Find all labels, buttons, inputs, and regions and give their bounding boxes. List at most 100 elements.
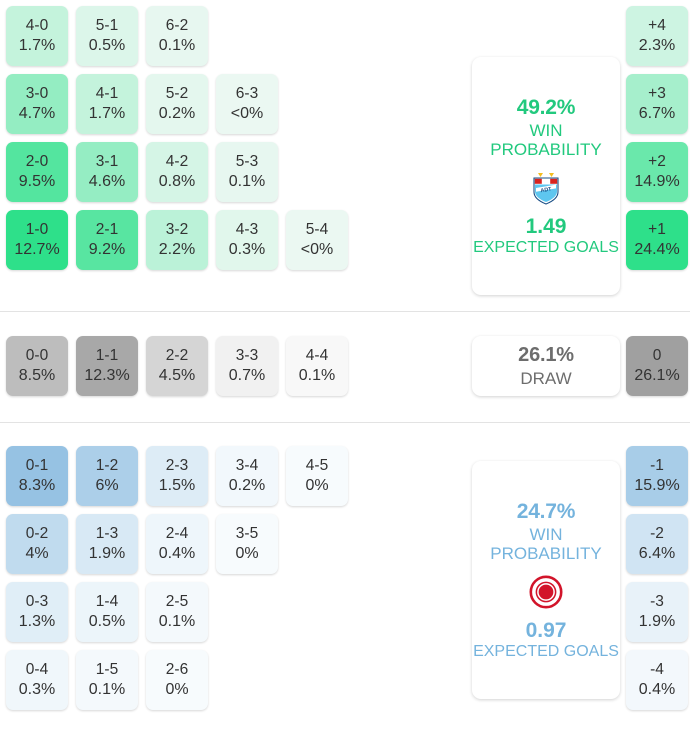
- scoreline-cell[interactable]: 0-0 8.5%: [6, 336, 68, 396]
- scoreline-cell[interactable]: 0-1 8.3%: [6, 446, 68, 506]
- goal-margin-cell[interactable]: -1 15.9%: [626, 446, 688, 506]
- probability-value: 0.5%: [88, 36, 126, 54]
- scoreline-cell[interactable]: 6-2 0.1%: [146, 6, 208, 66]
- scoreline-cell[interactable]: 4-5 0%: [286, 446, 348, 506]
- draw-probability-value: 26.1%: [518, 343, 574, 366]
- home-win-probability-value: 49.2%: [516, 95, 576, 119]
- scoreline-cell[interactable]: 2-1 9.2%: [76, 210, 138, 270]
- goal-margin-label: +2: [648, 152, 666, 170]
- probability-value: 8.3%: [18, 476, 56, 494]
- scoreline-cell[interactable]: 0-2 4%: [6, 514, 68, 574]
- goal-margin-label: -1: [650, 456, 664, 474]
- away-win-probability-label: WIN PROBABILITY: [490, 524, 602, 563]
- scoreline-cell[interactable]: 3-4 0.2%: [216, 446, 278, 506]
- probability-value: 1.5%: [158, 476, 196, 494]
- scoreline-cell[interactable]: 4-1 1.7%: [76, 74, 138, 134]
- scoreline-label: 2-6: [165, 660, 189, 678]
- scoreline-label: 0-3: [25, 592, 49, 610]
- scoreline-label: 1-4: [95, 592, 119, 610]
- scoreline-label: 1-0: [25, 220, 49, 238]
- goal-margin-label: +3: [648, 84, 666, 102]
- home-win-probability-card[interactable]: 49.2% WIN PROBABILITY ADT 1.49 EXPECTED …: [472, 57, 620, 295]
- scoreline-cell[interactable]: 5-1 0.5%: [76, 6, 138, 66]
- draw-probability-card[interactable]: 26.1% DRAW: [472, 336, 620, 396]
- scoreline-cell[interactable]: 4-2 0.8%: [146, 142, 208, 202]
- probability-value: 0.7%: [228, 366, 266, 384]
- scoreline-cell[interactable]: 1-0 12.7%: [6, 210, 68, 270]
- goal-margin-label: -2: [650, 524, 664, 542]
- scoreline-cell[interactable]: 6-3 <0%: [216, 74, 278, 134]
- goal-margin-cell[interactable]: 0 26.1%: [626, 336, 688, 396]
- probability-value: 0.3%: [228, 240, 266, 258]
- scoreline-label: 4-3: [235, 220, 259, 238]
- goal-margin-probability: 0.4%: [638, 680, 676, 698]
- probability-value: 1.7%: [18, 36, 56, 54]
- scoreline-cell[interactable]: 2-5 0.1%: [146, 582, 208, 642]
- scoreline-cell[interactable]: 1-1 12.3%: [76, 336, 138, 396]
- goal-margin-probability: 24.4%: [634, 240, 680, 258]
- home-expected-goals-value: 1.49: [525, 214, 567, 238]
- scoreline-label: 2-4: [165, 524, 189, 542]
- scoreline-cell[interactable]: 2-0 9.5%: [6, 142, 68, 202]
- probability-value: 0%: [305, 476, 329, 494]
- scoreline-cell[interactable]: 5-4 <0%: [286, 210, 348, 270]
- probability-value: 0.2%: [228, 476, 266, 494]
- scoreline-label: 4-4: [305, 346, 329, 364]
- probability-value: 4%: [25, 544, 49, 562]
- away-team-badge: G: [529, 572, 563, 612]
- goal-margin-label: -4: [650, 660, 664, 678]
- scoreline-cell[interactable]: 3-5 0%: [216, 514, 278, 574]
- scoreline-label: 2-5: [165, 592, 189, 610]
- scoreline-cell[interactable]: 4-0 1.7%: [6, 6, 68, 66]
- probability-value: 6%: [95, 476, 119, 494]
- goal-margin-cell[interactable]: -4 0.4%: [626, 650, 688, 710]
- scoreline-cell[interactable]: 0-4 0.3%: [6, 650, 68, 710]
- scoreline-label: 0-0: [25, 346, 49, 364]
- goal-margin-cell[interactable]: -2 6.4%: [626, 514, 688, 574]
- scoreline-cell[interactable]: 3-2 2.2%: [146, 210, 208, 270]
- scoreline-label: 3-3: [235, 346, 259, 364]
- probability-value: 12.3%: [84, 366, 130, 384]
- scoreline-label: 2-3: [165, 456, 189, 474]
- scoreline-cell[interactable]: 3-1 4.6%: [76, 142, 138, 202]
- scoreline-cell[interactable]: 5-2 0.2%: [146, 74, 208, 134]
- scoreline-cell[interactable]: 4-4 0.1%: [286, 336, 348, 396]
- probability-value: 9.2%: [88, 240, 126, 258]
- scoreline-cell[interactable]: 2-6 0%: [146, 650, 208, 710]
- probability-value: 0.1%: [158, 612, 196, 630]
- scoreline-cell[interactable]: 3-0 4.7%: [6, 74, 68, 134]
- goal-margin-label: +1: [648, 220, 666, 238]
- probability-value: 4.5%: [158, 366, 196, 384]
- scoreline-cell[interactable]: 1-3 1.9%: [76, 514, 138, 574]
- away-win-probability-value: 24.7%: [516, 499, 576, 523]
- scoreline-cell[interactable]: 1-5 0.1%: [76, 650, 138, 710]
- goal-margin-cell[interactable]: +1 24.4%: [626, 210, 688, 270]
- scoreline-label: 6-3: [235, 84, 259, 102]
- probability-value: 0.3%: [18, 680, 56, 698]
- goal-margin-probability: 6.4%: [638, 544, 676, 562]
- away-win-probability-card[interactable]: 24.7% WIN PROBABILITY G 0.97 EXPECTED GO…: [472, 461, 620, 699]
- scoreline-cell[interactable]: 1-2 6%: [76, 446, 138, 506]
- scoreline-label: 1-1: [95, 346, 119, 364]
- away-expected-goals-value: 0.97: [525, 618, 567, 642]
- scoreline-cell[interactable]: 4-3 0.3%: [216, 210, 278, 270]
- probability-value: <0%: [300, 240, 334, 258]
- scoreline-label: 4-2: [165, 152, 189, 170]
- scoreline-cell[interactable]: 5-3 0.1%: [216, 142, 278, 202]
- scoreline-cell[interactable]: 0-3 1.3%: [6, 582, 68, 642]
- scoreline-cell[interactable]: 1-4 0.5%: [76, 582, 138, 642]
- goal-margin-cell[interactable]: +3 6.7%: [626, 74, 688, 134]
- goal-margin-cell[interactable]: +4 2.3%: [626, 6, 688, 66]
- svg-text:ADT: ADT: [540, 186, 553, 194]
- probability-value: 0.1%: [158, 36, 196, 54]
- goal-margin-cell[interactable]: +2 14.9%: [626, 142, 688, 202]
- probability-value: 0.4%: [158, 544, 196, 562]
- scoreline-cell[interactable]: 2-3 1.5%: [146, 446, 208, 506]
- probability-value: 4.7%: [18, 104, 56, 122]
- goal-margin-cell[interactable]: -3 1.9%: [626, 582, 688, 642]
- scoreline-cell[interactable]: 2-2 4.5%: [146, 336, 208, 396]
- probability-value: 8.5%: [18, 366, 56, 384]
- scoreline-cell[interactable]: 2-4 0.4%: [146, 514, 208, 574]
- home-team-crest-icon: ADT: [533, 172, 559, 205]
- scoreline-cell[interactable]: 3-3 0.7%: [216, 336, 278, 396]
